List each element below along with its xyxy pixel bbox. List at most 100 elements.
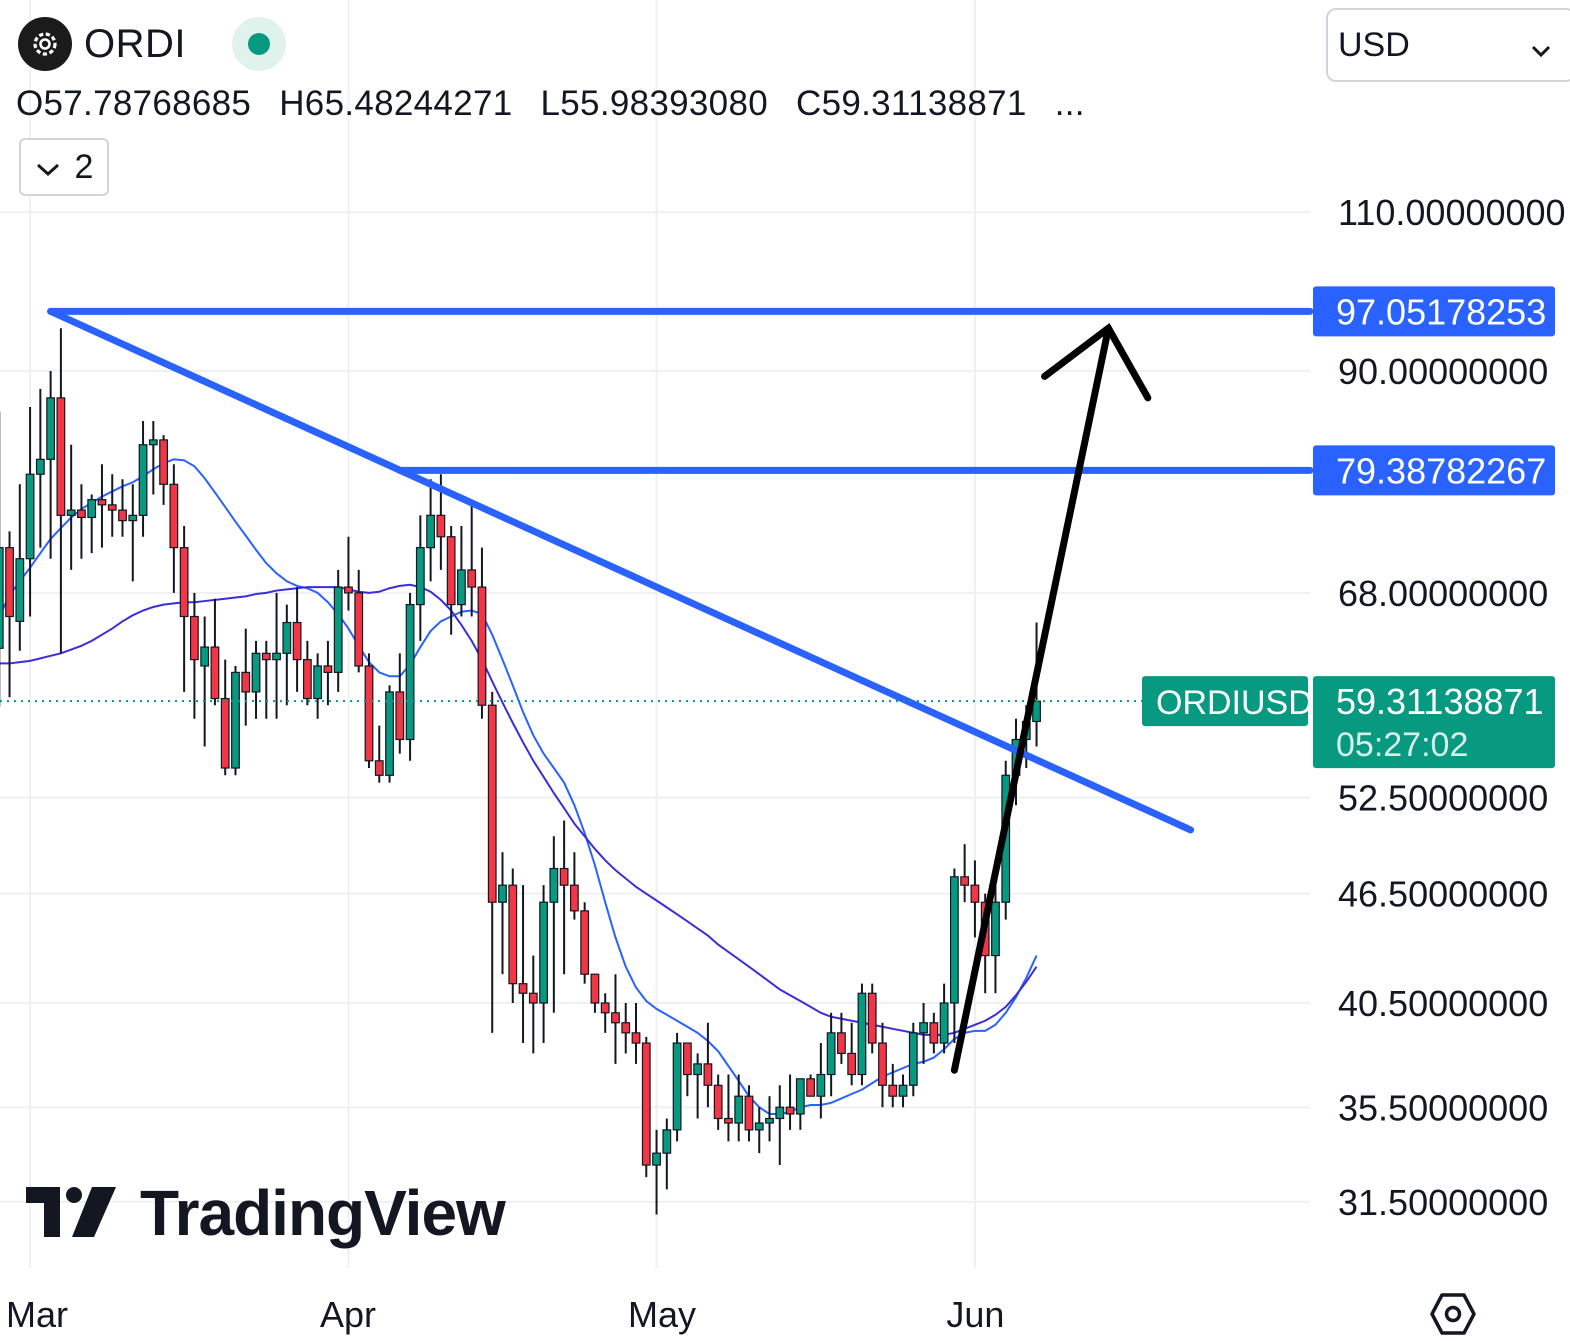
candle-body [467,569,477,588]
candle-body [621,1022,631,1034]
candle-body [159,439,168,485]
ohlc-high: H65.48244271 [279,84,513,123]
candle-body [231,671,240,769]
candle-body [611,1012,620,1024]
candle-body [292,621,302,661]
y-tick-label: 46.50000000 [1338,874,1548,915]
candle-body [991,901,1000,957]
chevron-down-icon [35,148,61,187]
chart-settings-button[interactable] [1430,1292,1476,1341]
candle-body [169,483,179,549]
candle-body [580,910,590,975]
ordi-logo-icon[interactable] [18,17,72,71]
candle-body [97,499,107,506]
ohlc-close: C59.31138871 [796,84,1027,123]
candle-body [857,992,867,1076]
candle-body [35,458,45,475]
candle-body [446,536,456,606]
y-tick-label: 68.00000000 [1338,573,1548,614]
y-tick-label: 90.00000000 [1338,351,1548,392]
candle-body [949,876,959,1004]
candle-body [272,652,281,661]
candle-body [641,1042,651,1166]
candle-body [867,992,877,1044]
x-tick-label: Jun [946,1294,1005,1335]
symbol-header: ORDI [18,16,286,72]
candle-body [682,1042,692,1076]
chart-grid [0,0,1310,1268]
candlesticks [0,328,1041,1215]
candle-body [498,884,507,903]
candle-body [190,615,199,661]
candle-body [549,867,559,903]
x-tick-label: Mar [6,1294,68,1335]
price-axis: 110.00000000 90.00000000 68.00000000 52.500… [1338,192,1566,1223]
market-status-indicator[interactable] [232,17,286,71]
y-tick-label: 110.00000000 [1338,192,1566,233]
candle-body [261,652,271,661]
ohlc-more[interactable]: ... [1054,84,1085,123]
candle-body [795,1078,805,1115]
candle-body [457,569,466,606]
candle-body [487,704,497,903]
candle-body [939,1002,949,1044]
projection-arrow-head [1041,323,1152,402]
x-tick-label: Apr [319,1294,376,1335]
candle-body [282,621,292,654]
current-price-label: 59.31138871 [1336,681,1544,722]
ohlc-legend: O57.78768685 H65.48244271 L55.98393080 C… [16,84,1103,124]
drawings: 97.05178253 79.38782267 ORDIUSD 59.31138871… [0,286,1555,1074]
candle-body [837,1032,846,1055]
candle-body [652,1152,661,1166]
symbol-tag-label: ORDIUSD [1156,684,1313,722]
candle-body [518,983,528,994]
y-tick-label: 35.50000000 [1338,1087,1548,1128]
market-open-dot-icon [248,33,270,55]
candle-body [395,691,405,741]
candle-body [241,671,251,693]
y-tick-label: 31.50000000 [1338,1182,1548,1223]
symbol-tag [1142,676,1308,727]
level-price-label: 79.38782267 [1336,450,1546,491]
currency-select[interactable]: USD [1326,8,1570,82]
candle-body [847,1052,857,1076]
candle-body [87,499,97,519]
candle-body [25,473,35,560]
candle-body [878,1042,887,1086]
indicators-toggle-button[interactable]: 2 [19,138,109,196]
candle-body [713,1084,723,1120]
level-price-tag [1313,445,1555,496]
candle-body [662,1129,672,1154]
candle-body [703,1063,713,1086]
candle-body [405,604,415,741]
candle-body [426,514,436,549]
candle-body [898,1084,908,1097]
bar-countdown-label: 05:27:02 [1336,726,1468,764]
symbol-name[interactable]: ORDI [84,21,186,66]
candle-body [138,444,148,516]
candle-body [200,646,210,667]
candle-body [148,439,158,446]
candle-body [210,646,220,700]
candle-body [56,397,66,516]
candle-body [66,509,76,516]
candle-body [734,1095,744,1124]
candle-body [631,1032,641,1044]
candle-body [508,884,518,985]
candle-body [672,1042,682,1131]
indicators-count: 2 [74,147,94,186]
chevron-down-icon [1530,32,1552,71]
candle-body [785,1106,795,1115]
candle-body [118,509,127,522]
moving-averages [0,458,1038,1115]
candle-body [765,1117,774,1124]
candle-body [251,652,261,693]
candle-body [569,884,579,912]
x-tick-label: May [628,1294,697,1335]
candle-body [693,1063,703,1076]
candle-body [302,659,312,700]
current-price-tag [1313,676,1555,769]
candle-body [590,973,600,1004]
candle-body [477,586,487,706]
